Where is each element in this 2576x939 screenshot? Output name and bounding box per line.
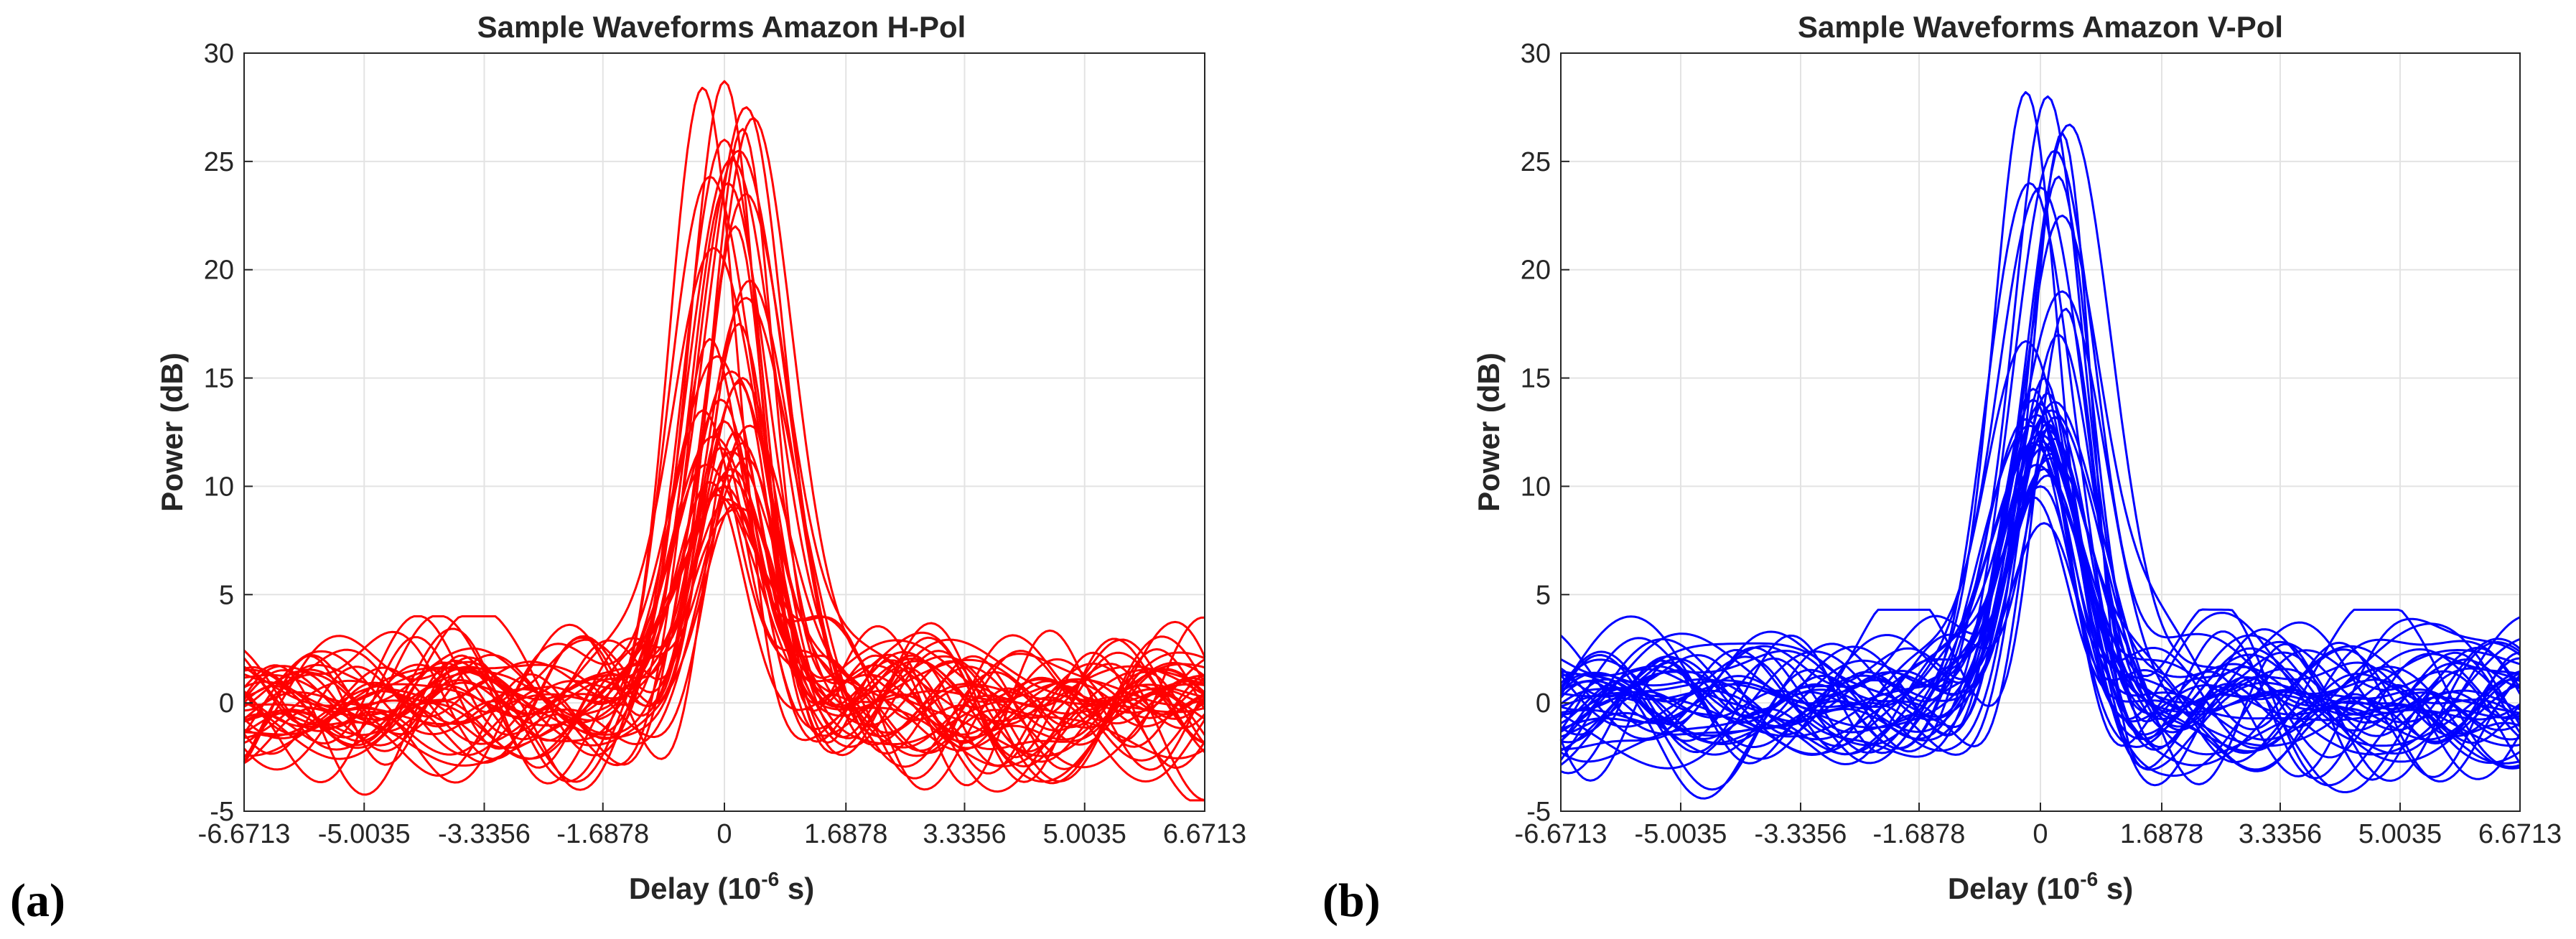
waveform-line bbox=[243, 175, 1206, 755]
waveform-line bbox=[243, 322, 1205, 760]
waveform-line bbox=[1559, 403, 2521, 765]
y-tick-label: 25 bbox=[1521, 147, 1551, 177]
waveform-line bbox=[243, 377, 1205, 767]
y-tick-labels: -5 0 5 10 15 20 25 30 bbox=[1521, 39, 1569, 827]
x-tick-label: -3.3356 bbox=[1755, 819, 1847, 849]
waveform-line bbox=[243, 247, 1205, 725]
chart-panel-b: Sample Waveforms Amazon V-Pol -6.6713 -5.… bbox=[1322, 10, 2562, 927]
waveform-line bbox=[1560, 522, 2521, 741]
waveform-line bbox=[243, 507, 1205, 787]
waveform-line bbox=[243, 128, 1206, 783]
waveform-line bbox=[1560, 496, 2521, 771]
y-tick-labels: -5 0 5 10 15 20 25 30 bbox=[204, 39, 253, 827]
chart-panel-a: Sample Waveforms Amazon H-Pol -6.6713 -5.… bbox=[10, 10, 1246, 927]
series-lines bbox=[1559, 90, 2521, 800]
waveform-line bbox=[243, 457, 1206, 796]
y-tick-label: 20 bbox=[204, 256, 234, 286]
waveform-line bbox=[243, 463, 1206, 771]
waveform-line bbox=[243, 106, 1205, 802]
waveform-line bbox=[243, 494, 1205, 767]
chart-title: Sample Waveforms Amazon V-Pol bbox=[1798, 10, 2283, 44]
y-tick-label: 0 bbox=[1536, 688, 1551, 719]
y-tick-label: 15 bbox=[204, 364, 234, 394]
x-tick-label: 0 bbox=[717, 819, 732, 849]
x-tick-label: 6.6713 bbox=[2478, 819, 2562, 849]
x-tick-label: 6.6713 bbox=[1163, 819, 1246, 849]
waveform-line bbox=[243, 139, 1205, 757]
y-tick-label: 30 bbox=[204, 39, 234, 69]
x-tick-label: 5.0035 bbox=[1043, 819, 1126, 849]
waveform-line bbox=[1559, 214, 2521, 782]
x-axis-label: Delay (10-6 s) bbox=[629, 868, 814, 905]
x-tick-label: -6.6713 bbox=[1515, 819, 1607, 849]
y-axis-label: Power (dB) bbox=[155, 352, 189, 512]
y-tick-label: 10 bbox=[204, 472, 234, 502]
y-tick-label: 0 bbox=[219, 688, 234, 719]
waveform-line bbox=[1560, 123, 2521, 793]
waveform-line bbox=[1560, 418, 2521, 753]
waveform-line bbox=[243, 398, 1206, 782]
x-tick-label: -1.6878 bbox=[1873, 819, 1966, 849]
waveform-line bbox=[1560, 474, 2521, 771]
y-tick-label: -5 bbox=[210, 797, 234, 827]
x-tick-label: 1.6878 bbox=[2120, 819, 2203, 849]
waveform-line bbox=[1559, 422, 2521, 749]
y-tick-label: 10 bbox=[1521, 472, 1551, 502]
x-tick-label: -3.3356 bbox=[438, 819, 531, 849]
waveform-line bbox=[1560, 333, 2521, 756]
x-tick-label: -6.6713 bbox=[198, 819, 291, 849]
waveform-line bbox=[1560, 388, 2521, 763]
panel-label: (b) bbox=[1322, 874, 1381, 927]
waveform-line bbox=[243, 498, 1206, 736]
x-tick-label: -5.0035 bbox=[318, 819, 411, 849]
x-tick-labels: -6.6713 -5.0035 -3.3356 -1.6878 0 1.6878 3.335… bbox=[198, 803, 1246, 849]
y-tick-label: 25 bbox=[204, 147, 234, 177]
x-tick-label: -5.0035 bbox=[1635, 819, 1727, 849]
waveform-line bbox=[1560, 132, 2521, 770]
panel-label: (a) bbox=[10, 874, 65, 927]
grid-lines bbox=[244, 53, 1205, 811]
y-tick-label: 5 bbox=[219, 580, 234, 610]
waveform-line bbox=[1559, 401, 2521, 782]
waveform-line bbox=[1559, 439, 2521, 782]
waveform-line bbox=[243, 409, 1205, 785]
waveform-line bbox=[243, 158, 1206, 768]
waveform-line bbox=[1560, 149, 2521, 756]
y-tick-label: 15 bbox=[1521, 364, 1551, 394]
y-tick-label: 20 bbox=[1521, 256, 1551, 286]
x-tick-label: 3.3356 bbox=[923, 819, 1006, 849]
waveform-line bbox=[1560, 457, 2521, 787]
y-axis-label: Power (dB) bbox=[1472, 352, 1506, 512]
y-tick-label: 5 bbox=[1536, 580, 1551, 610]
waveform-line bbox=[1560, 392, 2521, 770]
waveform-line bbox=[1560, 485, 2521, 747]
x-tick-label: 1.6878 bbox=[804, 819, 887, 849]
x-tick-label: 3.3356 bbox=[2239, 819, 2322, 849]
x-tick-label: 5.0035 bbox=[2358, 819, 2442, 849]
series-lines bbox=[243, 80, 1206, 802]
y-tick-label: -5 bbox=[1526, 797, 1551, 827]
x-tick-label: -1.6878 bbox=[556, 819, 649, 849]
waveform-line bbox=[243, 424, 1205, 785]
waveform-line bbox=[243, 480, 1206, 782]
waveform-line bbox=[1559, 467, 2521, 800]
x-axis-label: Delay (10-6 s) bbox=[1948, 868, 2133, 905]
x-tick-label: 0 bbox=[2033, 819, 2048, 849]
waveform-line bbox=[1560, 446, 2521, 780]
chart-title: Sample Waveforms Amazon H-Pol bbox=[477, 10, 966, 44]
waveform-line bbox=[243, 435, 1206, 763]
waveform-line bbox=[243, 431, 1206, 783]
waveform-line bbox=[243, 225, 1205, 764]
y-tick-label: 30 bbox=[1521, 39, 1551, 69]
x-tick-labels: -6.6713 -5.0035 -3.3356 -1.6878 0 1.6878 3.335… bbox=[1515, 803, 2562, 849]
